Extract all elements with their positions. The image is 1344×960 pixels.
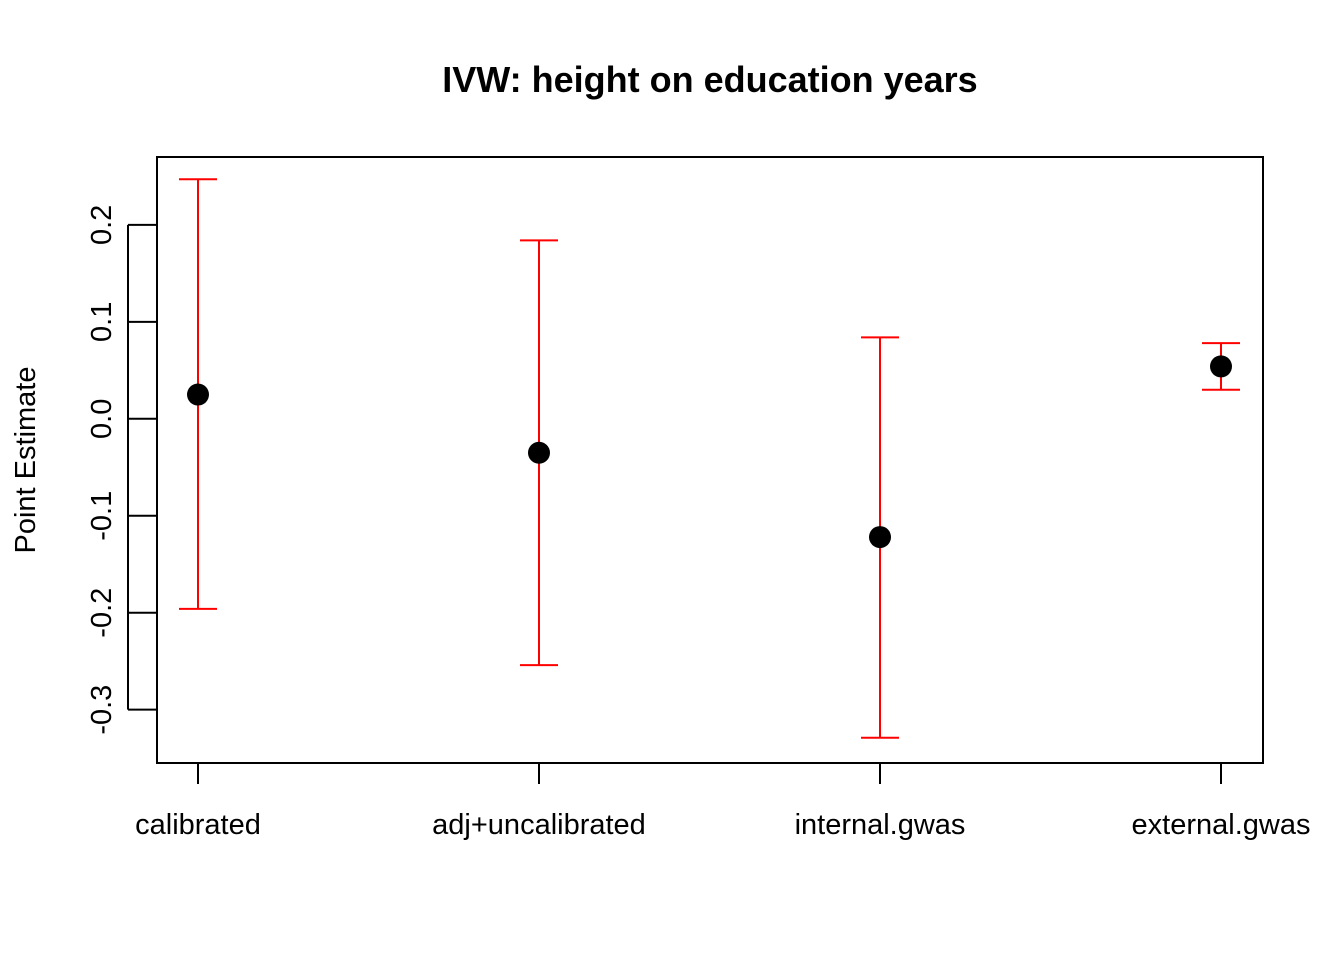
y-axis-label: Point Estimate — [10, 367, 42, 554]
data-point — [1210, 355, 1232, 378]
y-tick-label: 0.2 — [86, 205, 118, 245]
y-tick-label: -0.3 — [86, 685, 118, 735]
plot-frame — [156, 156, 1264, 764]
y-tick-label: -0.2 — [86, 588, 118, 638]
y-tick-label: 0.0 — [86, 399, 118, 439]
x-tick-label: external.gwas — [1132, 809, 1311, 841]
data-point — [869, 526, 891, 549]
x-tick-label: calibrated — [135, 809, 261, 841]
points — [187, 355, 1232, 549]
x-tick-label: internal.gwas — [795, 809, 966, 841]
chart-title: IVW: height on education years — [442, 59, 977, 100]
x-tick-label: adj+uncalibrated — [432, 809, 646, 841]
error-bars — [179, 178, 1240, 739]
y-tick-label: 0.1 — [86, 302, 118, 342]
data-point — [187, 383, 209, 406]
y-axis: -0.3 -0.2 -0.1 0.0 0.1 0.2 — [86, 205, 157, 735]
x-axis: calibrated adj+uncalibrated internal.gwas e… — [135, 762, 1311, 841]
data-point — [528, 441, 550, 464]
y-tick-label: -0.1 — [86, 491, 118, 541]
